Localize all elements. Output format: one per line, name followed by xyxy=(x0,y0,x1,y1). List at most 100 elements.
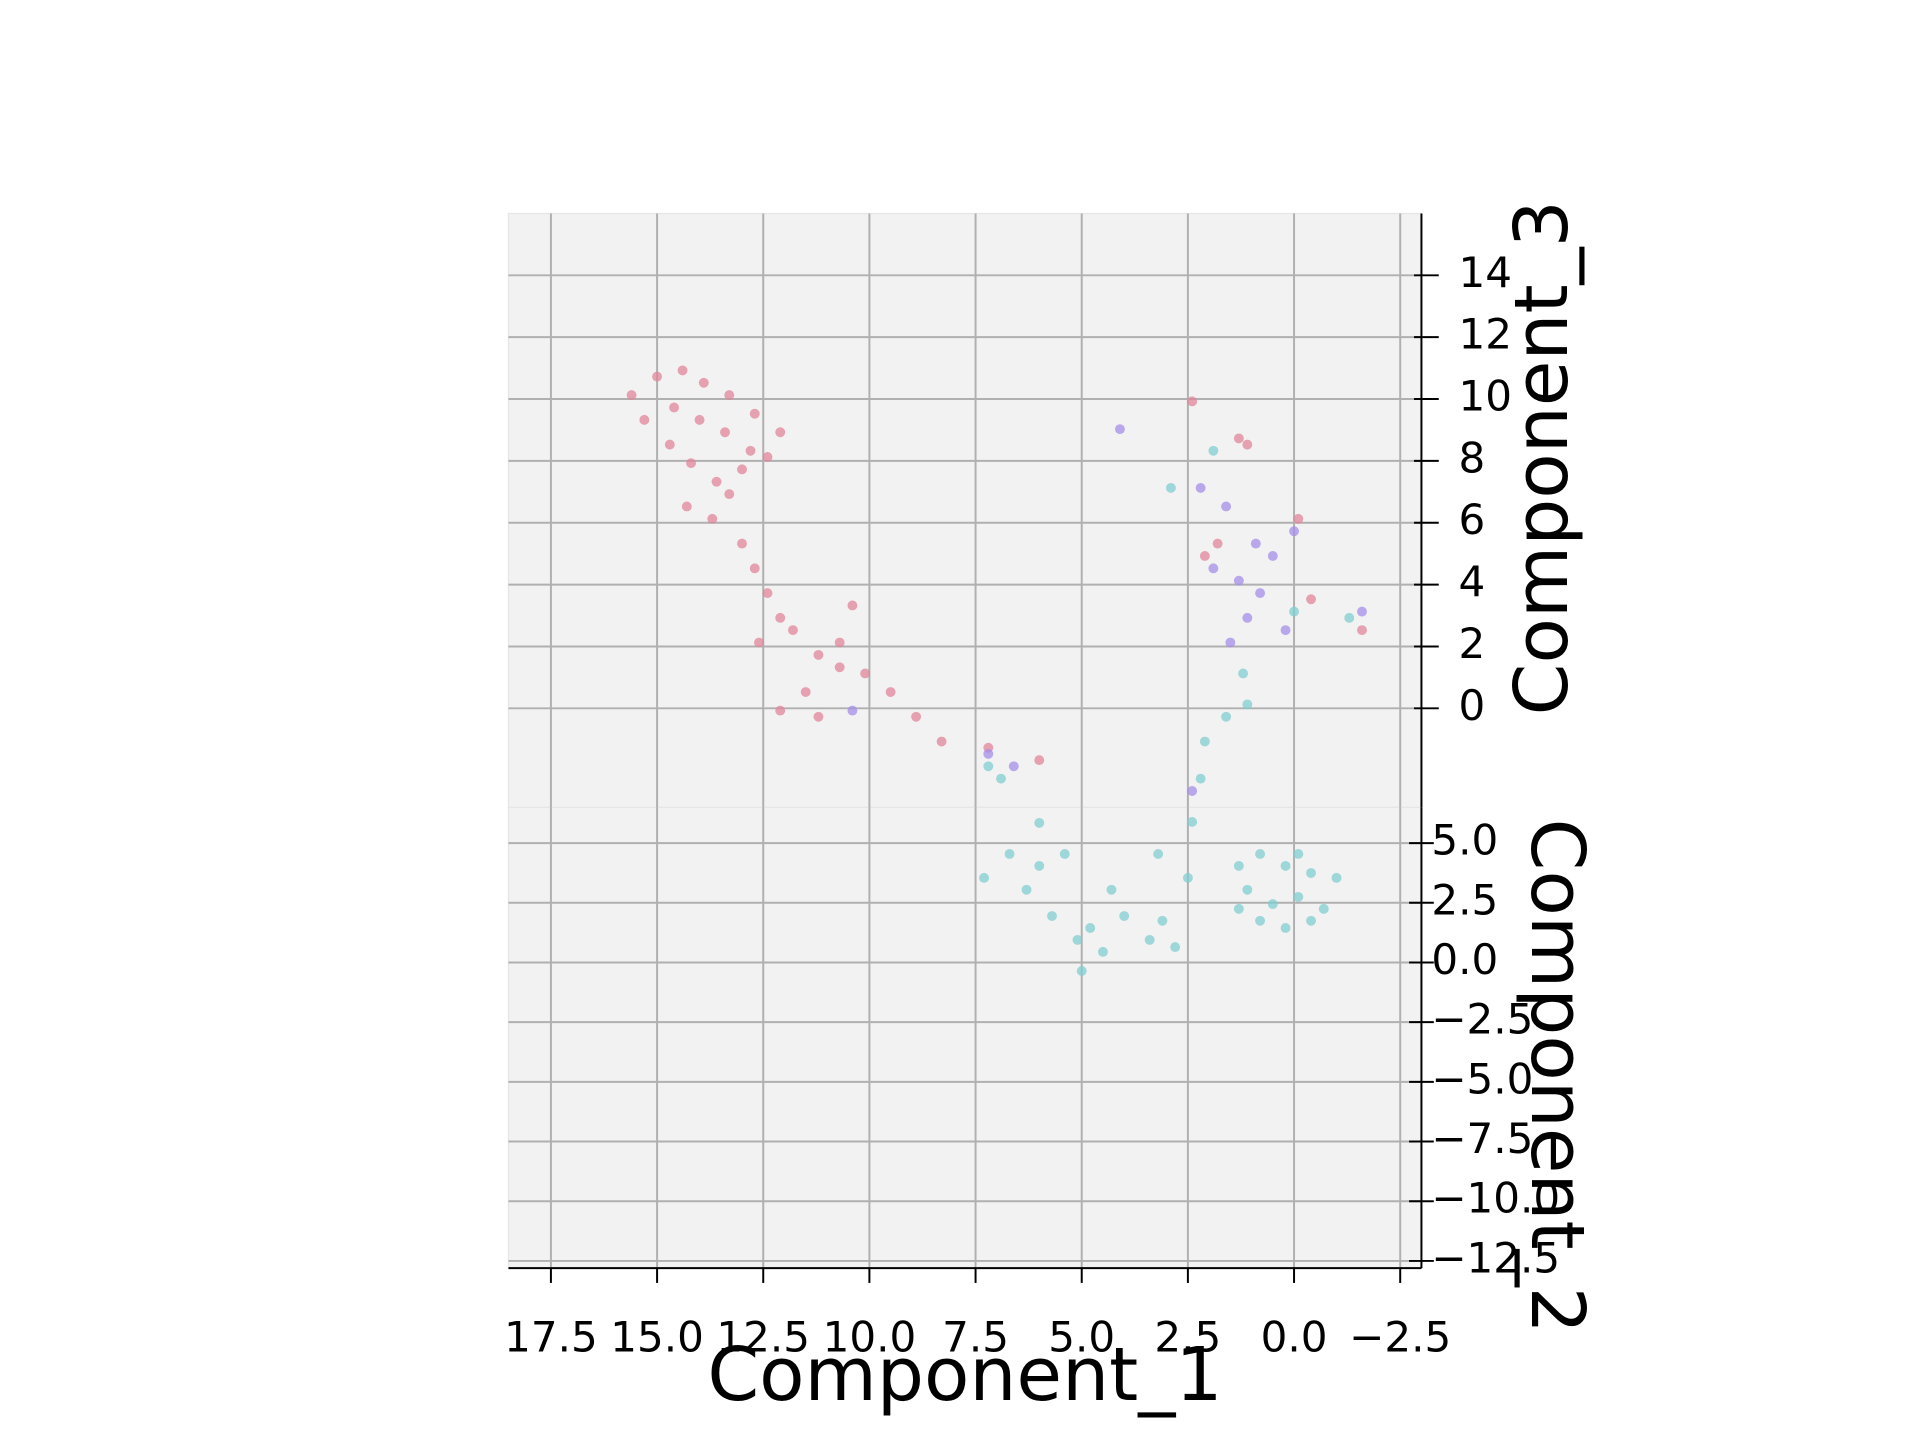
data-point xyxy=(1293,513,1304,524)
data-point xyxy=(1182,872,1193,883)
data-point xyxy=(847,600,858,611)
data-point xyxy=(911,711,922,722)
data-point xyxy=(1021,884,1032,895)
data-point xyxy=(1119,911,1130,921)
back-pane xyxy=(507,212,1423,808)
y-tick-label: −10.0 xyxy=(1431,1174,1560,1223)
data-point xyxy=(681,501,692,512)
data-point xyxy=(1047,911,1057,921)
data-point xyxy=(1076,966,1087,976)
x-tick-label: −2.5 xyxy=(1349,1312,1451,1361)
data-point xyxy=(1357,625,1367,636)
data-point xyxy=(1250,538,1261,549)
data-point xyxy=(1331,872,1342,883)
data-point xyxy=(1255,588,1266,599)
data-point xyxy=(1280,923,1291,933)
z-tick-label: 14 xyxy=(1459,248,1513,297)
data-point xyxy=(860,668,871,679)
data-point xyxy=(724,390,735,401)
data-point xyxy=(1233,433,1244,444)
data-point xyxy=(1187,396,1198,407)
z-tick-label: 4 xyxy=(1459,557,1486,606)
data-point xyxy=(698,377,709,388)
data-point xyxy=(737,538,747,549)
data-point xyxy=(1212,538,1223,549)
data-point xyxy=(1187,816,1198,827)
data-point xyxy=(707,513,718,524)
data-point xyxy=(1059,849,1070,859)
x-tick-label: 5.0 xyxy=(1048,1312,1115,1361)
data-point xyxy=(724,489,735,500)
data-point xyxy=(1004,849,1015,859)
data-point xyxy=(1242,884,1253,895)
data-point xyxy=(1242,612,1253,623)
data-point xyxy=(1344,612,1355,623)
y-axis-label: Component_2 xyxy=(1514,819,1601,1334)
data-point xyxy=(1098,946,1108,957)
data-point xyxy=(720,427,730,438)
data-point xyxy=(652,371,663,382)
data-point xyxy=(813,649,824,660)
data-point xyxy=(1233,903,1244,914)
data-point xyxy=(1199,736,1210,747)
data-point xyxy=(1238,668,1249,679)
y-tick-label: 0.0 xyxy=(1431,935,1498,984)
x-tick-label: 12.5 xyxy=(716,1312,810,1361)
data-point xyxy=(1242,699,1253,710)
data-point xyxy=(749,408,760,419)
data-point xyxy=(1225,637,1236,648)
z-tick-label: 8 xyxy=(1459,433,1486,482)
data-point xyxy=(1293,849,1304,859)
x-axis-label: Component_1 xyxy=(707,1331,1222,1418)
y-tick-label: 5.0 xyxy=(1431,816,1498,865)
data-point xyxy=(762,588,773,599)
data-point xyxy=(1233,860,1244,871)
data-point xyxy=(1106,884,1117,895)
data-point xyxy=(694,414,705,425)
data-point xyxy=(762,452,773,462)
data-point xyxy=(1318,903,1329,914)
data-point xyxy=(749,563,760,574)
data-point xyxy=(639,414,650,425)
data-point xyxy=(1221,711,1232,722)
data-point xyxy=(800,687,811,697)
data-point xyxy=(677,365,688,376)
z-tick-label: 6 xyxy=(1459,495,1486,544)
data-point xyxy=(775,705,786,716)
x-tick-label: 10.0 xyxy=(823,1312,917,1361)
data-point xyxy=(737,464,747,475)
data-point xyxy=(1144,934,1155,945)
data-point xyxy=(983,748,994,759)
data-point xyxy=(754,637,764,648)
data-point xyxy=(979,872,990,883)
data-point xyxy=(1289,526,1299,537)
data-point xyxy=(1195,773,1206,784)
z-tick-label: 12 xyxy=(1459,310,1513,359)
x-tick-label: 7.5 xyxy=(942,1312,1009,1361)
y-tick-label: −12.5 xyxy=(1431,1233,1560,1282)
data-point xyxy=(1085,923,1096,933)
data-point xyxy=(1157,915,1168,926)
data-point xyxy=(936,736,947,747)
floor-pane xyxy=(507,806,1423,1269)
data-point xyxy=(664,439,675,450)
data-point xyxy=(1034,860,1045,871)
x-tick-label: 15.0 xyxy=(610,1312,704,1361)
data-point xyxy=(885,687,896,697)
data-point xyxy=(1289,606,1299,617)
x-tick-label: 2.5 xyxy=(1154,1312,1221,1361)
data-point xyxy=(1357,606,1367,617)
data-point xyxy=(1306,915,1316,926)
z-tick-label: 10 xyxy=(1459,372,1513,421)
data-point xyxy=(1034,817,1045,828)
data-point xyxy=(1233,575,1244,586)
data-point xyxy=(983,761,994,772)
data-point xyxy=(1267,551,1278,561)
data-point xyxy=(1199,551,1210,561)
data-point xyxy=(1280,625,1291,636)
data-point xyxy=(1165,482,1176,493)
data-point xyxy=(996,773,1006,784)
data-point xyxy=(1267,899,1278,910)
data-point xyxy=(1034,755,1045,766)
